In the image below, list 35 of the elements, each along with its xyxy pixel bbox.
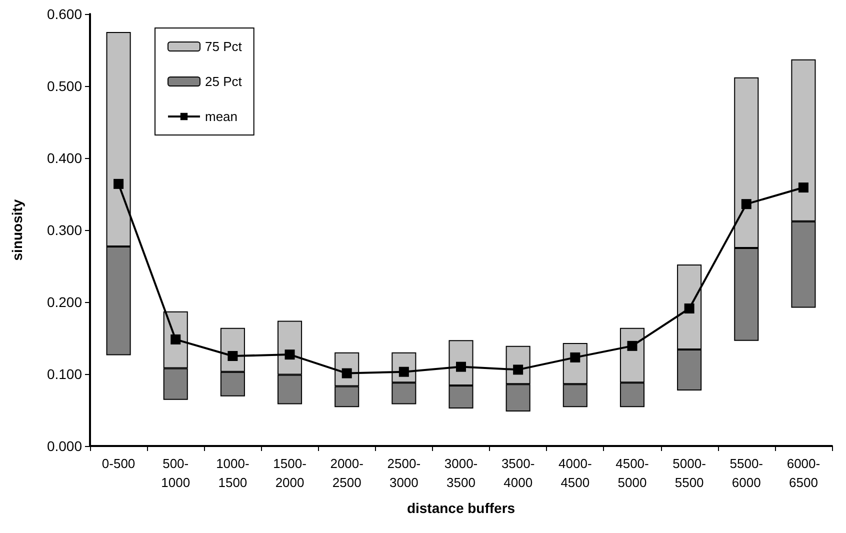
y-axis-title: sinuosity xyxy=(9,199,25,261)
x-tick-label: 1500-2000 xyxy=(273,456,306,490)
point xyxy=(114,178,124,189)
point xyxy=(684,303,694,314)
point xyxy=(570,352,580,362)
y-tick-label: 0.000 xyxy=(46,438,82,454)
point xyxy=(741,199,752,210)
y-tick-label: 0.100 xyxy=(46,366,82,382)
x-tick-label: 1000-1500 xyxy=(216,456,250,490)
x-tick-label: 0-500 xyxy=(102,456,136,471)
legend-label: 75 Pct xyxy=(205,39,242,54)
point xyxy=(170,334,181,344)
legend-label: 25 Pct xyxy=(205,74,242,89)
y-tick-label: 0.600 xyxy=(46,6,82,22)
x-tick-label: 5000-5500 xyxy=(672,456,706,490)
x-tick-label: 2500-3000 xyxy=(387,456,421,490)
x-tick-label: 500-1000 xyxy=(161,456,190,490)
x-tick-label: 6000-6500 xyxy=(786,456,820,490)
x-tick-label: 4000-4500 xyxy=(558,456,592,490)
y-tick-label: 0.300 xyxy=(46,222,82,238)
point xyxy=(798,182,808,193)
legend-label: mean xyxy=(205,109,238,124)
x-tick-label: 3500-4000 xyxy=(501,456,535,490)
x-tick-label: 2000-2500 xyxy=(330,456,364,490)
y-tick-label: 0.200 xyxy=(46,294,82,310)
y-tick-label: 0.500 xyxy=(46,78,82,94)
point xyxy=(627,340,638,351)
point xyxy=(228,351,238,361)
x-axis-title: distance buffers xyxy=(406,500,516,516)
x-tick-label: 4500-5000 xyxy=(616,456,649,490)
point xyxy=(456,362,466,372)
point xyxy=(284,350,295,360)
y-tick-label: 0.400 xyxy=(46,150,82,166)
x-tick-label: 5500-6000 xyxy=(730,456,764,490)
x-tick-label: 3000-3500 xyxy=(444,456,478,490)
